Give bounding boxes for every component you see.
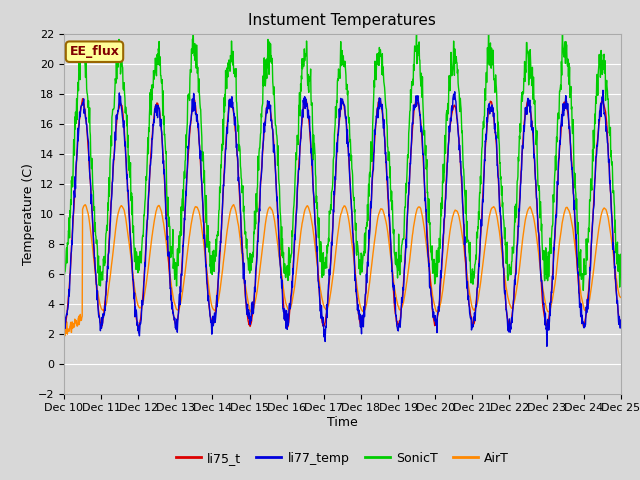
SonicT	[377, 54, 385, 60]
li75_t	[134, 325, 142, 331]
Y-axis label: Temperature (C): Temperature (C)	[22, 163, 35, 264]
SonicT	[60, 270, 68, 276]
li75_t	[126, 222, 134, 228]
SonicT	[308, 100, 316, 106]
AirT	[378, 206, 385, 212]
AirT	[230, 202, 237, 207]
SonicT	[579, 288, 587, 293]
Line: SonicT: SonicT	[64, 29, 621, 290]
li75_t	[319, 321, 326, 326]
AirT	[126, 248, 134, 253]
li77_temp	[296, 142, 304, 147]
li77_temp	[308, 162, 316, 168]
li77_temp	[377, 104, 385, 109]
SonicT	[103, 228, 111, 233]
li77_temp	[599, 87, 607, 93]
SonicT	[484, 26, 492, 32]
AirT	[61, 333, 68, 339]
Text: EE_flux: EE_flux	[70, 45, 120, 58]
li77_temp	[617, 317, 625, 323]
SonicT	[296, 113, 304, 119]
li75_t	[617, 319, 625, 324]
SonicT	[126, 174, 134, 180]
li77_temp	[126, 225, 134, 230]
SonicT	[318, 258, 326, 264]
AirT	[104, 294, 111, 300]
li75_t	[103, 272, 111, 277]
AirT	[617, 295, 625, 300]
Line: li77_temp: li77_temp	[64, 90, 621, 346]
Title: Instument Temperatures: Instument Temperatures	[248, 13, 436, 28]
AirT	[319, 298, 326, 303]
li77_temp	[103, 275, 111, 280]
AirT	[60, 328, 68, 334]
li75_t	[60, 320, 68, 326]
Line: li75_t: li75_t	[64, 98, 621, 328]
li75_t	[297, 130, 305, 136]
li77_temp	[60, 320, 68, 325]
Line: AirT: AirT	[64, 204, 621, 336]
AirT	[297, 228, 305, 234]
li77_temp	[543, 343, 551, 349]
Legend: li75_t, li77_temp, SonicT, AirT: li75_t, li77_temp, SonicT, AirT	[171, 447, 514, 469]
SonicT	[617, 274, 625, 279]
li77_temp	[318, 311, 326, 316]
li75_t	[308, 172, 316, 178]
li75_t	[190, 95, 198, 101]
li75_t	[378, 105, 385, 111]
X-axis label: Time: Time	[327, 416, 358, 429]
AirT	[308, 223, 316, 229]
